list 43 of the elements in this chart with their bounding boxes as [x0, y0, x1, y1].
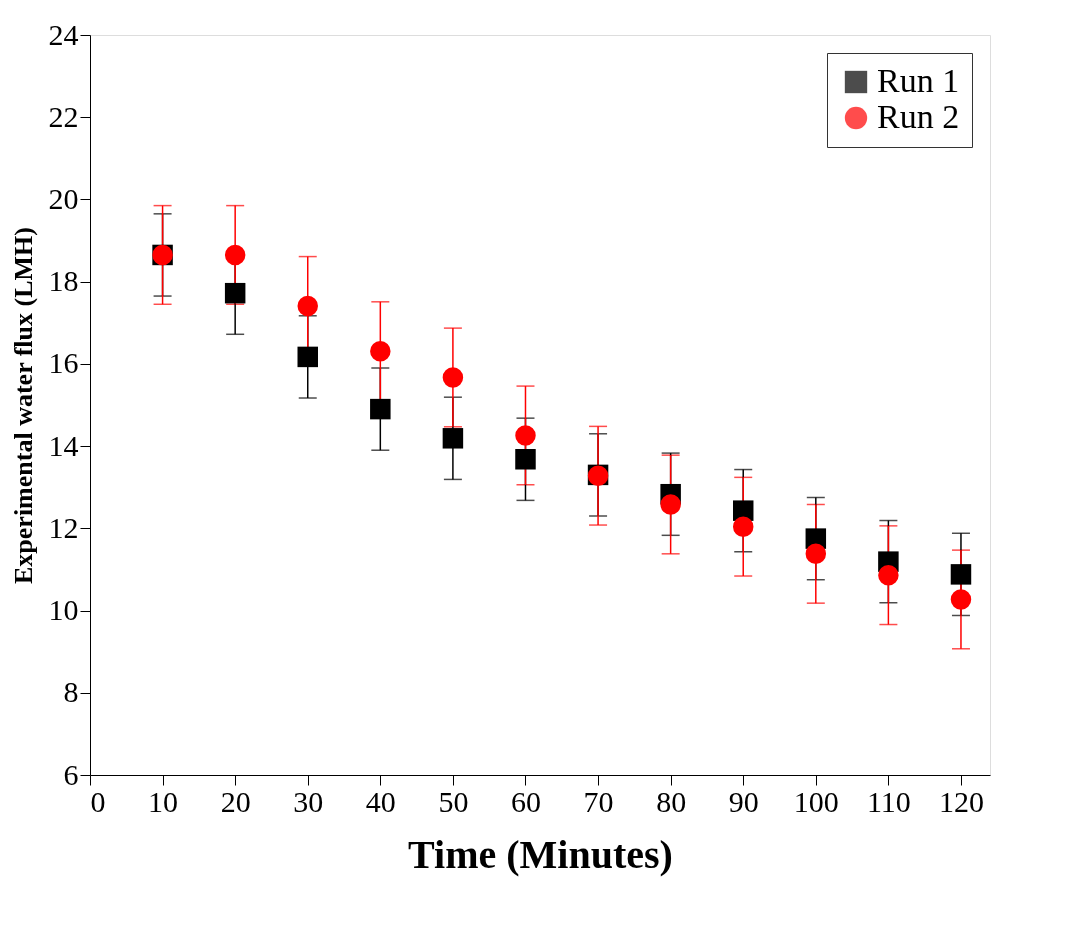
y-tick-label: 6 — [63, 757, 79, 791]
y-tick-label: 16 — [48, 346, 79, 380]
legend-label: Run 2 — [877, 98, 960, 135]
x-tick-label: 110 — [866, 784, 911, 818]
x-tick-label: 0 — [90, 784, 106, 818]
point — [224, 244, 246, 266]
x-tick-label: 50 — [438, 784, 469, 818]
y-tick-label: 14 — [48, 428, 79, 462]
y-axis-title: Experimental water flux (LMH) — [8, 227, 38, 584]
x-tick-label: 20 — [220, 784, 251, 818]
x-tick-label: 40 — [365, 784, 396, 818]
x-tick-label: 90 — [728, 784, 759, 818]
point — [224, 282, 246, 304]
x-tick-label: 10 — [148, 784, 179, 818]
x-axis-title: Time (Minutes) — [408, 831, 673, 877]
y-tick-label: 8 — [63, 675, 79, 709]
y-tick-label: 24 — [48, 17, 79, 51]
x-tick-label: 120 — [938, 784, 984, 818]
point — [442, 428, 464, 449]
point — [515, 449, 536, 470]
point — [297, 295, 318, 317]
point — [442, 367, 464, 388]
legend-label: Run 1 — [877, 62, 960, 99]
point — [950, 589, 972, 610]
y-tick-label: 12 — [48, 510, 79, 544]
point — [805, 543, 827, 565]
point — [370, 398, 391, 420]
point — [515, 425, 536, 446]
y-tick-label: 10 — [48, 593, 79, 627]
point — [370, 340, 391, 362]
x-tick-label: 100 — [793, 784, 839, 818]
point — [660, 494, 681, 515]
point — [297, 346, 318, 368]
x-tick-label: 80 — [656, 784, 687, 818]
x-tick-label: 30 — [293, 784, 324, 818]
y-tick-label: 22 — [48, 99, 79, 133]
y-tick-label: 20 — [48, 181, 79, 215]
x-tick-label: 60 — [510, 784, 541, 818]
x-tick-label: 70 — [583, 784, 614, 818]
point — [950, 564, 972, 585]
y-tick-label: 18 — [48, 264, 79, 298]
point — [878, 564, 899, 586]
point — [732, 516, 754, 537]
